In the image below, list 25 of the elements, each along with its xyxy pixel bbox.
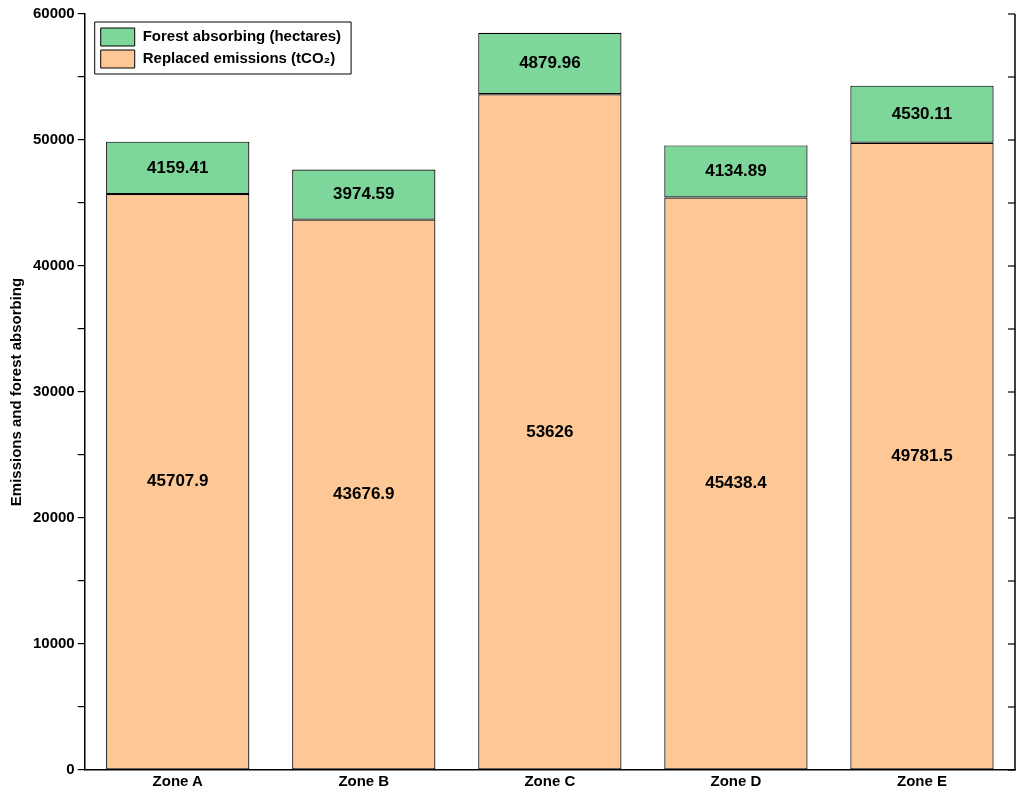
data-label: 53626 bbox=[526, 421, 574, 441]
data-label: 45707.9 bbox=[147, 471, 209, 491]
x-tick-label: Zone A bbox=[152, 772, 204, 790]
y-tick-label: 50000 bbox=[32, 130, 75, 148]
y-tick-label: 60000 bbox=[32, 4, 75, 22]
y-tick-label: 0 bbox=[66, 760, 75, 778]
legend-label: Forest absorbing (hectares) bbox=[142, 27, 342, 45]
data-label: 4879.96 bbox=[519, 53, 581, 73]
data-label: 43676.9 bbox=[333, 484, 395, 504]
x-tick-label: Zone D bbox=[710, 772, 762, 790]
x-tick-label: Zone E bbox=[896, 772, 947, 790]
data-label: 3974.59 bbox=[333, 184, 395, 204]
data-label: 4530.11 bbox=[891, 103, 953, 123]
y-tick-label: 30000 bbox=[32, 382, 75, 400]
data-label: 4159.41 bbox=[147, 157, 209, 177]
data-label: 49781.5 bbox=[891, 445, 953, 465]
legend-label: Replaced emissions (tCO₂) bbox=[142, 49, 336, 67]
data-label: 4134.89 bbox=[705, 161, 767, 181]
y-tick-label: 10000 bbox=[32, 634, 75, 652]
x-tick-label: Zone B bbox=[338, 772, 390, 790]
x-tick-label: Zone C bbox=[524, 772, 576, 790]
y-tick-label: 40000 bbox=[32, 256, 75, 274]
y-tick-label: 20000 bbox=[32, 508, 75, 526]
y-axis-title: Emissions and forest absorbing bbox=[7, 277, 25, 507]
data-label: 45438.4 bbox=[705, 473, 768, 493]
